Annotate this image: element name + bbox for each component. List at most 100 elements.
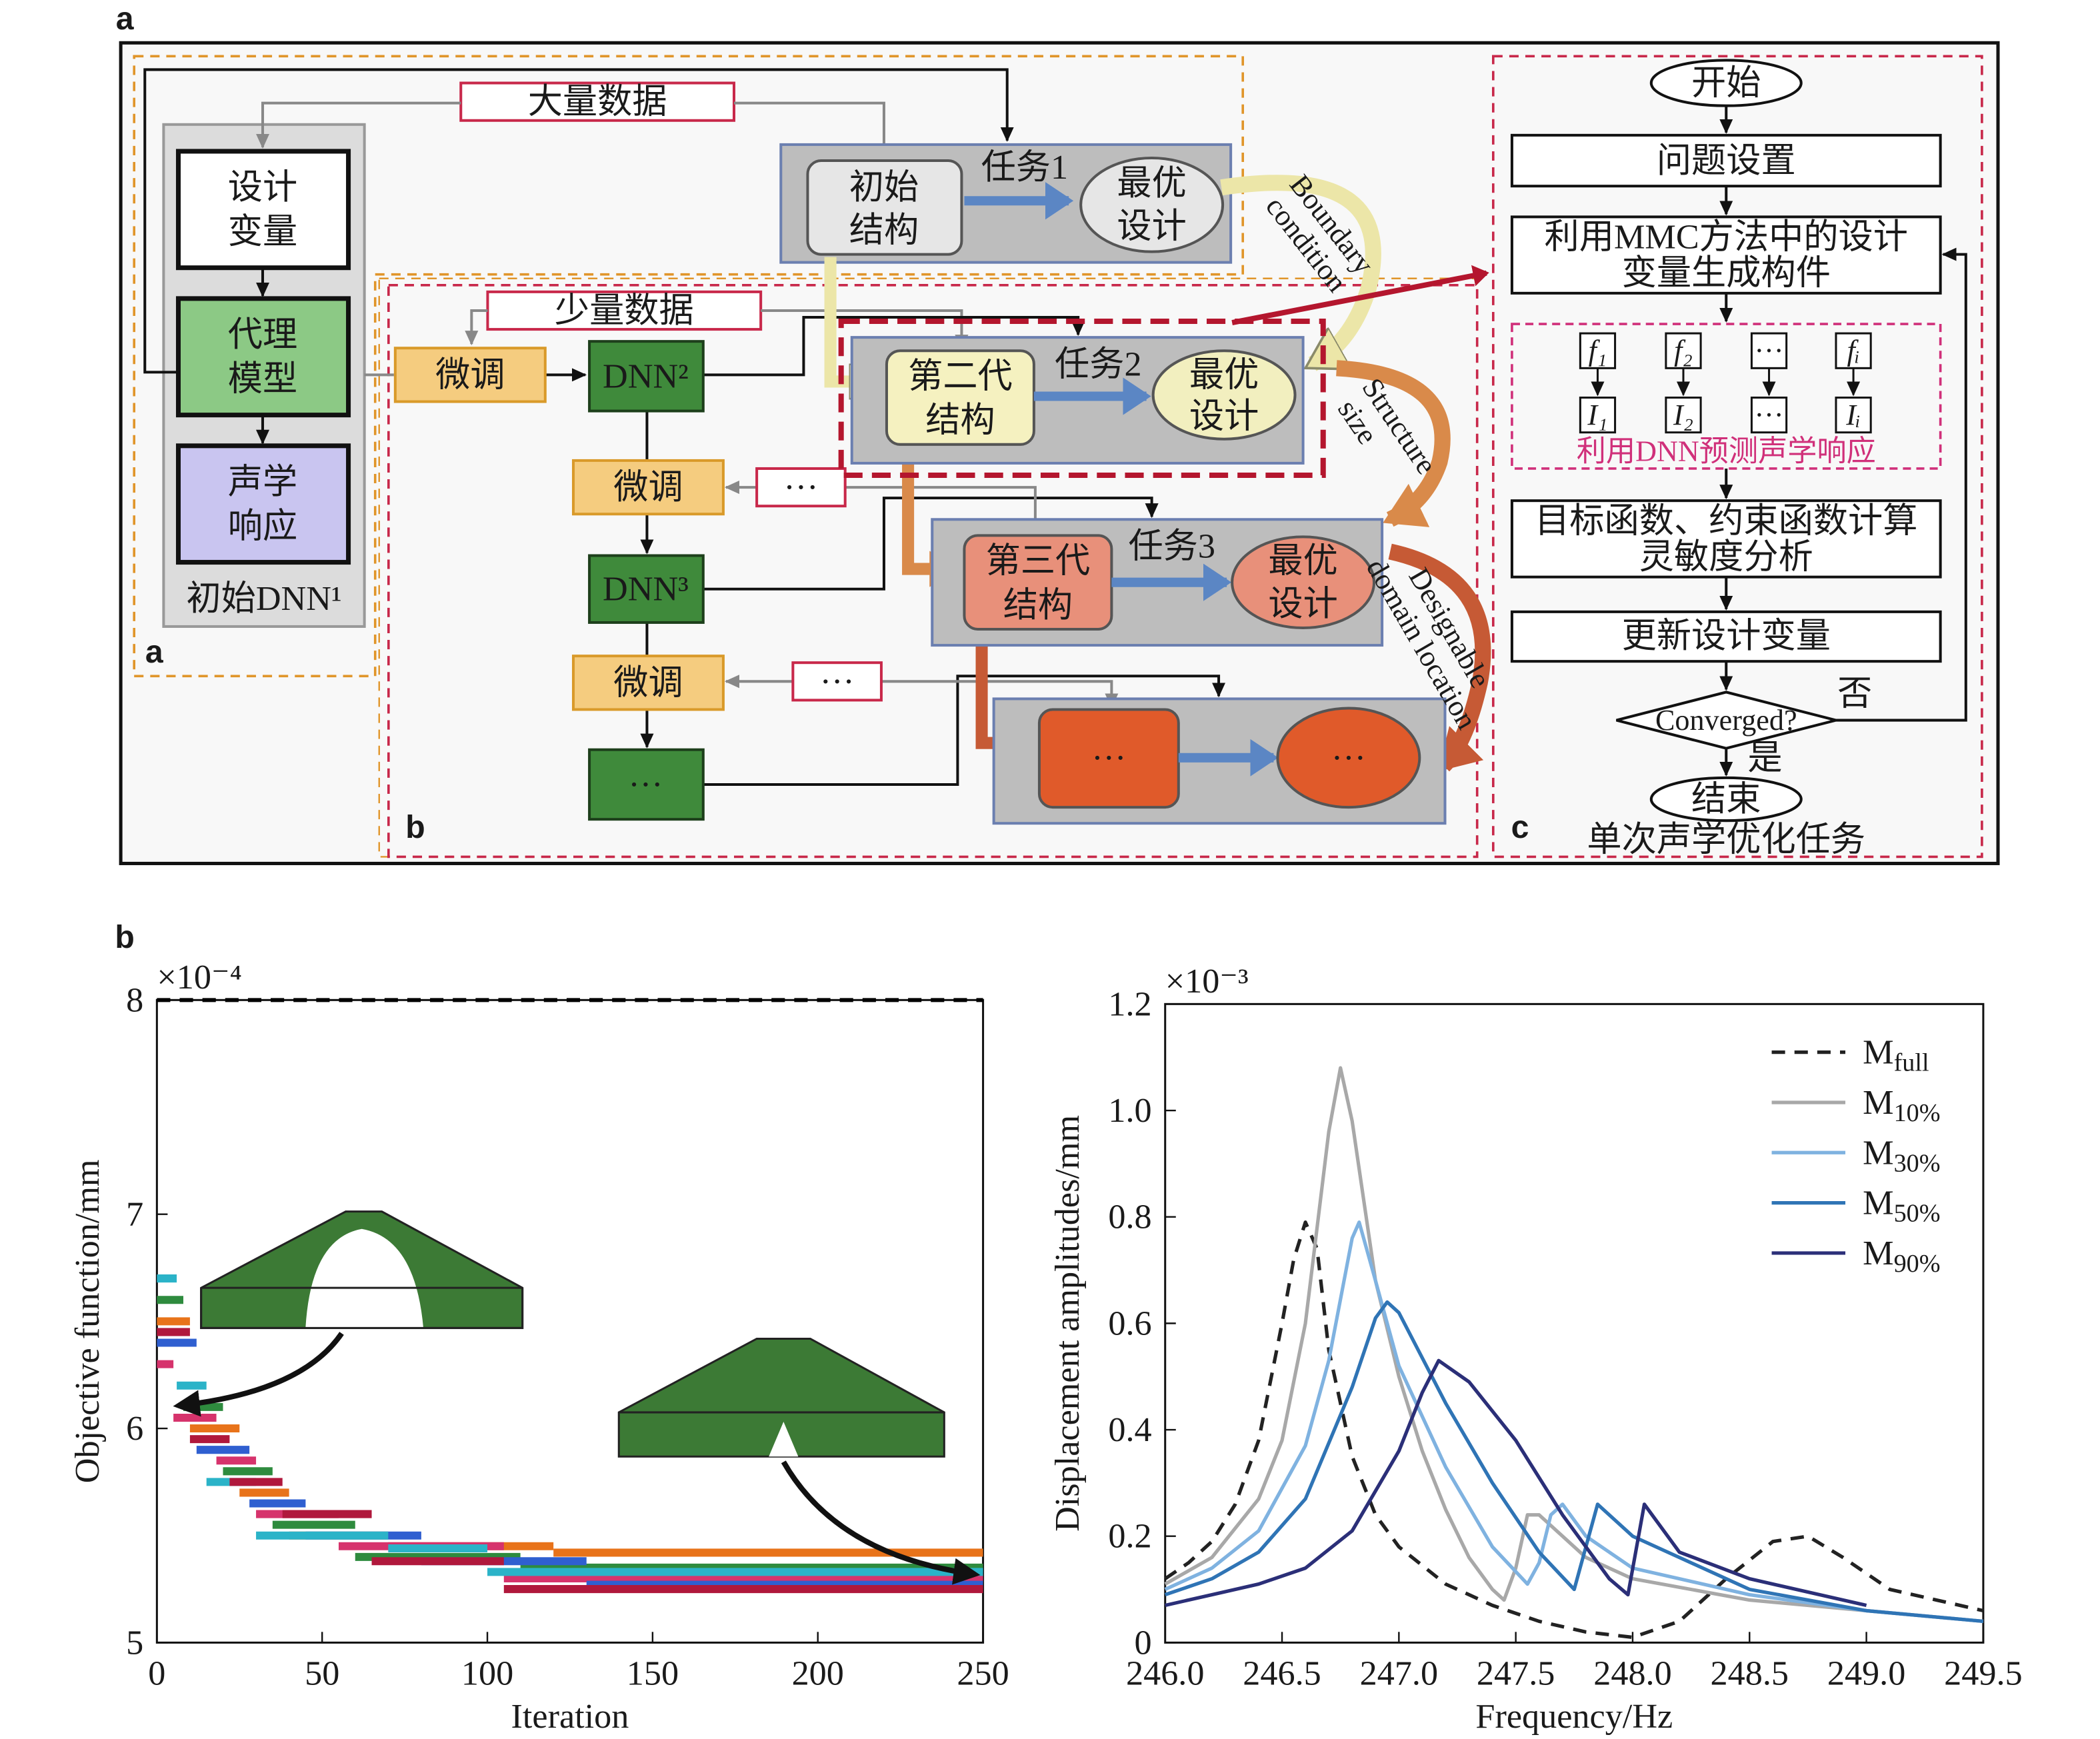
y-tick-label: 1.2	[1108, 984, 1151, 1023]
tspan: M	[1863, 1234, 1893, 1272]
node-text: 声学	[228, 463, 297, 501]
panel-label: b	[115, 919, 134, 955]
axis-multiplier: ×10⁻³	[1165, 962, 1249, 1000]
tspan: 30%	[1894, 1149, 1941, 1177]
node-text: f₂	[1674, 335, 1693, 367]
highlight-box	[838, 319, 1326, 479]
inset-void	[305, 1228, 424, 1328]
y-tick-label: 0	[1135, 1623, 1152, 1662]
dnn-box	[588, 554, 705, 624]
y-axis-label: Objective function/mm	[68, 1159, 107, 1483]
node-text: 少量数据	[555, 291, 694, 330]
legend-label: Mfull	[1863, 1033, 1929, 1077]
legend-label: M50%	[1863, 1184, 1940, 1228]
node-text: I₂	[1673, 399, 1693, 431]
legend-label: M30%	[1863, 1133, 1940, 1177]
transfer-arrow	[1336, 360, 1451, 527]
node-text: 更新设计变量	[1622, 617, 1831, 655]
transfer-arrow	[1388, 543, 1491, 772]
node-text: 微调	[435, 355, 505, 394]
series-line	[1165, 1358, 1867, 1608]
region-label: a	[145, 634, 164, 670]
region-label: b	[405, 809, 425, 845]
ellipsis-box	[791, 661, 883, 702]
node-text: 代理	[228, 315, 297, 354]
node-text: ···	[820, 662, 855, 701]
node-text: 最优	[1268, 542, 1337, 581]
node-text: 初始	[849, 168, 919, 207]
node-text: 问题设置	[1657, 141, 1796, 180]
flow-box	[1510, 133, 1942, 188]
data-box	[459, 81, 736, 122]
structure-node	[806, 159, 963, 256]
region-a	[133, 55, 1245, 678]
node-text: 设计	[228, 168, 297, 207]
arrow	[1231, 265, 1489, 325]
dnn-box	[588, 748, 705, 821]
i-box	[1665, 397, 1702, 434]
y-tick-label: 0.6	[1108, 1304, 1151, 1342]
node-text: Converged?	[1655, 704, 1797, 737]
tspan: full	[1894, 1049, 1929, 1077]
ellipsis-box	[755, 467, 847, 508]
y-tick-label: 6	[126, 1409, 143, 1448]
panel-label: a	[116, 1, 135, 37]
flow-box	[1510, 610, 1942, 663]
x-tick-label: 247.0	[1360, 1654, 1439, 1693]
node-text: f₁	[1589, 335, 1607, 367]
i-box	[1750, 397, 1788, 434]
node-text: 设计	[1189, 397, 1259, 436]
x-tick-label: 246.0	[1126, 1654, 1205, 1693]
x-tick-label: 100	[461, 1654, 513, 1693]
arrow	[143, 68, 1014, 374]
arrow	[255, 101, 461, 149]
branch-label: 是	[1747, 739, 1782, 777]
y-tick-label: 8	[126, 980, 143, 1019]
node-text: 目标函数、约束函数计算	[1535, 501, 1917, 540]
task-label: 任务3	[1128, 527, 1215, 565]
insets	[173, 1210, 981, 1585]
x-tick-label: 248.0	[1593, 1654, 1672, 1693]
flow-box	[1510, 499, 1942, 579]
node-text: 最优	[1189, 355, 1259, 394]
arrow	[1835, 247, 1967, 722]
flow-box	[1510, 215, 1942, 295]
y-tick-label: 7	[126, 1195, 143, 1234]
i-box	[1579, 397, 1617, 434]
branch-label: 否	[1837, 674, 1872, 713]
design-variable-box	[175, 149, 351, 271]
series-line	[1164, 1220, 1984, 1640]
x-tick-label: 249.0	[1827, 1654, 1906, 1693]
tspan: 90%	[1894, 1250, 1941, 1278]
legend-label: M90%	[1863, 1234, 1940, 1278]
region-c	[1491, 55, 1983, 859]
design-node	[1079, 156, 1225, 253]
y-tick-label: 1.0	[1108, 1091, 1151, 1130]
y-axis-label: Displacement amplitudes/mm	[1048, 1115, 1087, 1532]
tspan: M	[1863, 1184, 1893, 1222]
finetune-box	[571, 655, 725, 711]
node-text: DNN²	[603, 357, 689, 395]
series-line	[1164, 1220, 1984, 1624]
inset-void	[769, 1421, 799, 1457]
flow-caption: 单次声学优化任务	[1587, 820, 1865, 859]
f-box	[1579, 332, 1617, 369]
i-box	[1835, 397, 1872, 434]
f-box	[1835, 332, 1872, 369]
x-axis-label: Frequency/Hz	[1475, 1697, 1673, 1736]
node-text: 灵敏度分析	[1639, 538, 1813, 577]
design-node	[1151, 349, 1297, 441]
finetune-box	[571, 459, 725, 516]
node-text: ···	[1754, 335, 1783, 367]
node-text: 最优	[1117, 164, 1186, 203]
node-text: 结构	[925, 401, 995, 440]
node-text: 设计	[1268, 585, 1337, 623]
task-label: 任务2	[1055, 345, 1142, 383]
node-text: 结构	[1003, 586, 1073, 625]
tspan: 50%	[1894, 1200, 1941, 1228]
y-tick-label: 0.8	[1108, 1198, 1151, 1236]
node-text: ···	[1331, 739, 1366, 777]
arrow	[734, 101, 891, 160]
node-text: 结构	[849, 211, 919, 249]
data-box	[486, 290, 763, 331]
